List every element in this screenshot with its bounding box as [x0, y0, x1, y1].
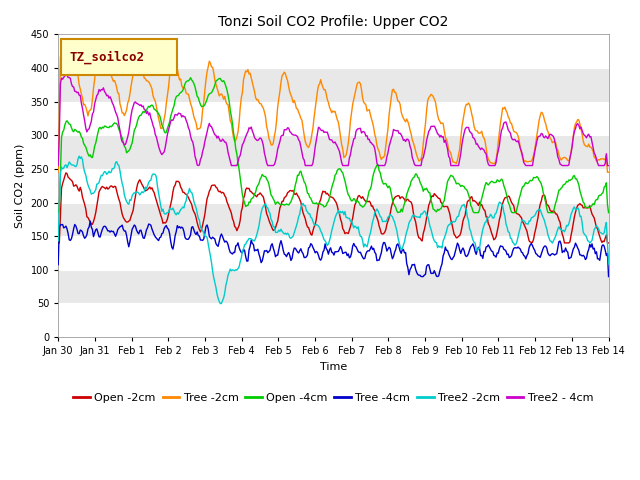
Y-axis label: Soil CO2 (ppm): Soil CO2 (ppm) — [15, 144, 25, 228]
Text: TZ_soilco2: TZ_soilco2 — [69, 50, 144, 64]
X-axis label: Time: Time — [320, 362, 347, 372]
Title: Tonzi Soil CO2 Profile: Upper CO2: Tonzi Soil CO2 Profile: Upper CO2 — [218, 15, 449, 29]
Bar — [58, 135, 609, 169]
Bar — [58, 203, 609, 236]
FancyBboxPatch shape — [61, 39, 177, 75]
Bar — [58, 270, 609, 303]
Legend: Open -2cm, Tree -2cm, Open -4cm, Tree -4cm, Tree2 -2cm, Tree2 - 4cm: Open -2cm, Tree -2cm, Open -4cm, Tree -4… — [69, 388, 598, 407]
Bar — [58, 68, 609, 102]
